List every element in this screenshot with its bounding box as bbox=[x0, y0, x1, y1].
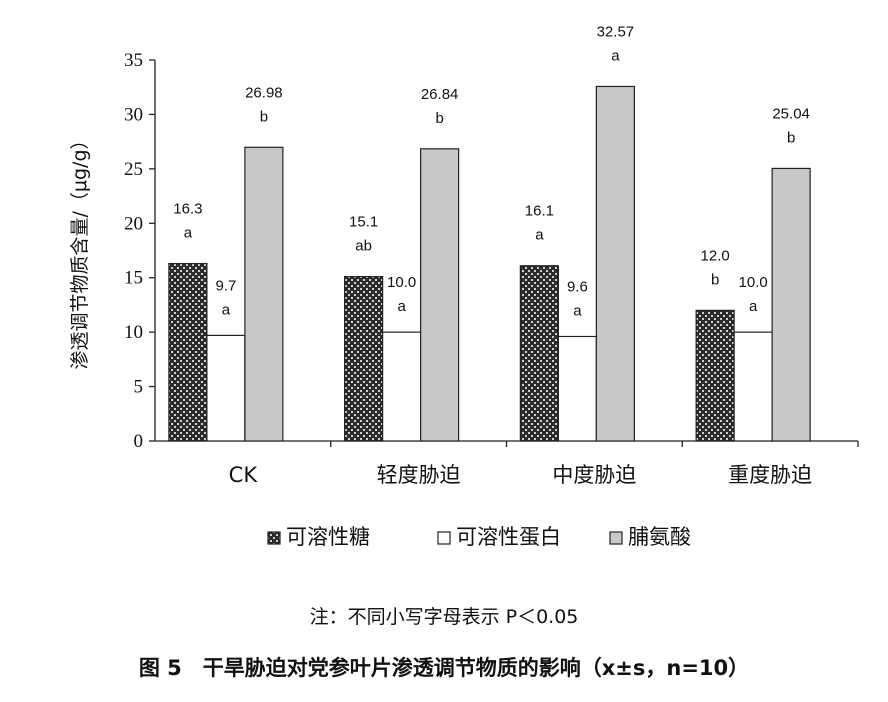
significance-letter: a bbox=[749, 298, 758, 315]
data-value-label: 16.1 bbox=[525, 203, 554, 220]
chart-note: 注：不同小写字母表示 P＜0.05 bbox=[309, 606, 579, 628]
significance-letter: a bbox=[535, 227, 544, 244]
bar bbox=[771, 167, 811, 442]
bar bbox=[168, 262, 208, 442]
significance-letter: b bbox=[435, 110, 443, 127]
x-category-label: 中度胁迫 bbox=[552, 463, 636, 487]
legend: 可溶性糖 可溶性蛋白 脯氨酸 bbox=[267, 525, 691, 549]
x-category-label: CK bbox=[229, 463, 259, 487]
y-tick-label: 30 bbox=[124, 104, 143, 125]
bar bbox=[519, 265, 559, 442]
legend-swatch bbox=[609, 531, 623, 545]
significance-letter: b bbox=[787, 129, 795, 146]
data-value-label: 32.57 bbox=[597, 23, 635, 40]
data-value-label: 9.6 bbox=[567, 278, 588, 295]
bar bbox=[595, 85, 635, 442]
figure-caption: 图 5 干旱胁迫对党参叶片渗透调节物质的影响（x±s，n=10） bbox=[138, 656, 750, 680]
y-tick-label: 20 bbox=[124, 213, 143, 234]
y-tick-label: 0 bbox=[134, 431, 144, 452]
x-category-label: 轻度胁迫 bbox=[377, 463, 461, 487]
bar bbox=[420, 148, 460, 442]
x-category-label: 重度胁迫 bbox=[728, 463, 812, 487]
legend-swatch bbox=[437, 531, 451, 545]
significance-letter: b bbox=[260, 108, 268, 125]
bar bbox=[557, 335, 597, 442]
bar bbox=[244, 146, 284, 442]
data-value-label: 26.98 bbox=[245, 84, 283, 101]
legend-swatch bbox=[267, 531, 281, 545]
data-value-label: 16.3 bbox=[173, 201, 202, 218]
data-value-label: 9.7 bbox=[215, 277, 236, 294]
significance-letter: a bbox=[573, 302, 582, 319]
data-value-label: 26.84 bbox=[421, 86, 459, 103]
data-value-label: 15.1 bbox=[349, 214, 378, 231]
data-value-label: 10.0 bbox=[739, 274, 768, 291]
bar bbox=[382, 331, 422, 442]
significance-letter: ab bbox=[355, 238, 372, 255]
data-value-label: 25.04 bbox=[772, 105, 810, 122]
chart: 0 5 10 15 20 25 30 35 CK 16.3 a 9.7 a 26.98 b 轻度胁迫 15.1 a… bbox=[69, 23, 859, 549]
y-tick-label: 10 bbox=[124, 322, 143, 343]
legend-entry: 脯氨酸 bbox=[628, 525, 691, 549]
plot-area: 0 5 10 15 20 25 30 35 CK 16.3 a 9.7 a 26.98 b 轻度胁迫 15.1 a… bbox=[124, 23, 859, 487]
data-value-label: 12.0 bbox=[701, 247, 730, 264]
y-tick-label: 35 bbox=[124, 50, 143, 71]
significance-letter: a bbox=[222, 301, 231, 318]
legend-entry: 可溶性糖 bbox=[286, 525, 370, 549]
bar bbox=[344, 276, 384, 442]
significance-letter: a bbox=[397, 298, 406, 315]
y-tick-label: 5 bbox=[134, 377, 144, 398]
significance-letter: b bbox=[711, 271, 719, 288]
significance-letter: a bbox=[611, 47, 620, 64]
bar bbox=[206, 334, 246, 442]
data-value-label: 10.0 bbox=[387, 274, 416, 291]
y-tick-label: 25 bbox=[124, 159, 143, 180]
y-axis-label: 渗透调节物质含量/（μg/g） bbox=[69, 130, 91, 369]
significance-letter: a bbox=[184, 225, 193, 242]
bar bbox=[733, 331, 773, 442]
legend-entry: 可溶性蛋白 bbox=[456, 525, 561, 549]
bar bbox=[695, 309, 735, 442]
y-tick-label: 15 bbox=[124, 268, 143, 289]
